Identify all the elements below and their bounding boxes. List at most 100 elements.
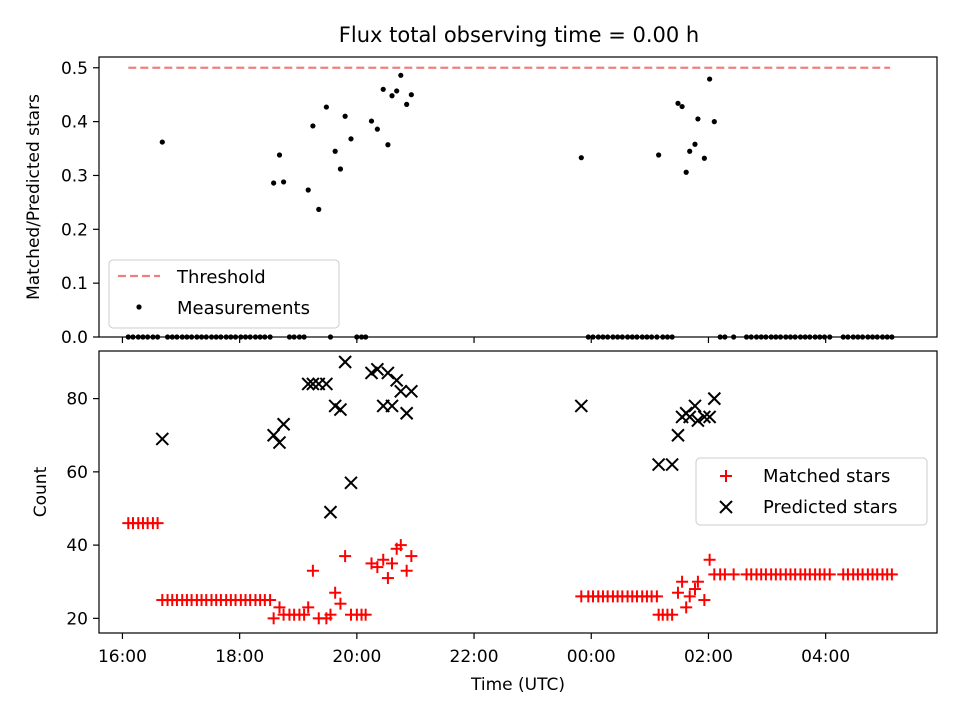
bottom-y-tick-label: 20 bbox=[66, 609, 88, 629]
x-tick-label: 22:00 bbox=[450, 647, 499, 667]
x-tick-label: 00:00 bbox=[567, 647, 616, 667]
measurement-point bbox=[675, 100, 681, 106]
measurement-point bbox=[408, 92, 414, 98]
predicted-star-point bbox=[707, 391, 722, 406]
x-tick-label: 16:00 bbox=[98, 647, 147, 667]
measurement-point bbox=[368, 118, 375, 124]
x-tick-label: 04:00 bbox=[801, 647, 850, 667]
matched-star-point bbox=[650, 590, 663, 603]
legend-predicted-label: Predicted stars bbox=[763, 497, 897, 518]
top-y-tick-label: 0.4 bbox=[61, 113, 88, 133]
matched-star-point bbox=[329, 586, 342, 599]
bottom-legend-frame bbox=[695, 457, 928, 526]
top-panel: 0.0 0.1 0.2 0.3 0.4 0.5 Matched/Predicted sta… bbox=[24, 56, 938, 348]
measurement-point bbox=[310, 123, 316, 129]
matched-star-point bbox=[306, 564, 319, 577]
matched-star-point bbox=[339, 550, 352, 563]
top-y-tick-label: 0.1 bbox=[61, 274, 88, 294]
matched-star-point bbox=[273, 601, 286, 614]
top-legend-frame bbox=[108, 259, 340, 329]
measurement-point bbox=[711, 119, 717, 125]
matched-star-point bbox=[727, 568, 740, 581]
legend-predicted-swatch bbox=[719, 500, 733, 514]
matched-star-point bbox=[371, 561, 384, 574]
bottom-y-tick-label: 40 bbox=[66, 536, 88, 556]
top-y-tick-label: 0.3 bbox=[61, 166, 88, 186]
predicted-star-point bbox=[651, 457, 666, 472]
measurement-point bbox=[374, 126, 380, 132]
matched-star-point bbox=[680, 601, 693, 614]
x-tick-label: 02:00 bbox=[684, 647, 733, 667]
predicted-star-point bbox=[370, 362, 385, 377]
predicted-star-point bbox=[385, 399, 399, 413]
matched-star-point bbox=[703, 553, 716, 566]
matched-star-point bbox=[405, 550, 418, 563]
measurement-point bbox=[695, 116, 701, 122]
bottom-marks-layer bbox=[122, 355, 898, 625]
x-axis-label: Time (UTC) bbox=[470, 675, 565, 695]
predicted-star-point bbox=[338, 355, 352, 369]
measurement-point bbox=[276, 152, 283, 158]
bottom-panel: 20 40 60 80 16:00 18:00 20:00 22:00 00:00 02:00 0… bbox=[31, 350, 938, 695]
matched-star-point bbox=[823, 568, 836, 581]
matched-star-point bbox=[377, 553, 390, 566]
predicted-star-point bbox=[272, 435, 287, 450]
legend-measurements-swatch bbox=[136, 304, 142, 310]
matched-star-point bbox=[386, 557, 399, 570]
bottom-y-axis: 20 40 60 80 bbox=[66, 390, 99, 629]
measurement-point bbox=[707, 76, 713, 82]
measurement-point bbox=[656, 152, 662, 158]
matched-star-point bbox=[359, 608, 372, 621]
matched-star-point bbox=[298, 608, 311, 621]
measurement-point bbox=[337, 166, 344, 172]
matched-star-point bbox=[688, 583, 701, 596]
matched-star-point bbox=[334, 597, 347, 610]
predicted-star-point bbox=[344, 476, 358, 490]
matched-star-point bbox=[698, 594, 711, 607]
measurement-point bbox=[280, 179, 287, 185]
measurement-point bbox=[342, 113, 348, 119]
measurement-point bbox=[398, 72, 404, 78]
top-legend: Threshold Measurements bbox=[108, 259, 340, 329]
matched-star-point bbox=[683, 590, 696, 603]
measurement-point bbox=[394, 88, 400, 94]
measurement-point bbox=[687, 148, 693, 154]
bottom-x-axis: 16:00 18:00 20:00 22:00 00:00 02:00 04:00 bbox=[98, 633, 850, 667]
top-marks-layer bbox=[125, 72, 895, 340]
matched-star-point bbox=[666, 608, 679, 621]
measurement-point bbox=[332, 148, 338, 154]
measurement-point bbox=[404, 101, 410, 107]
matched-star-point bbox=[264, 594, 277, 607]
matched-star-point bbox=[394, 539, 407, 552]
legend-threshold-label: Threshold bbox=[176, 267, 266, 288]
predicted-star-point bbox=[155, 432, 169, 446]
predicted-star-point bbox=[389, 373, 404, 388]
predicted-star-point bbox=[671, 428, 685, 442]
predicted-star-point bbox=[702, 410, 717, 424]
measurement-point bbox=[578, 155, 584, 161]
predicted-star-point bbox=[323, 505, 338, 519]
measurement-point bbox=[305, 187, 311, 193]
predicted-star-point bbox=[665, 457, 679, 472]
matched-star-point bbox=[151, 517, 164, 530]
predicted-star-point bbox=[399, 406, 414, 420]
predicted-star-point bbox=[404, 384, 419, 398]
measurement-point bbox=[380, 86, 386, 92]
measurement-point bbox=[692, 141, 698, 147]
x-tick-label: 18:00 bbox=[215, 647, 264, 667]
predicted-star-point bbox=[394, 384, 408, 398]
measurement-point bbox=[683, 169, 689, 175]
top-y-axis-label: Matched/Predicted stars bbox=[24, 94, 44, 300]
predicted-star-point bbox=[697, 410, 712, 424]
measurement-point bbox=[389, 93, 395, 99]
measurement-point bbox=[385, 142, 391, 148]
predicted-star-point bbox=[301, 377, 315, 391]
measurement-point bbox=[271, 180, 277, 186]
top-y-axis: 0.0 0.1 0.2 0.3 0.4 0.5 bbox=[61, 59, 99, 348]
matched-star-point bbox=[324, 608, 337, 621]
measurement-point bbox=[159, 139, 165, 145]
top-y-tick-label: 0.0 bbox=[61, 328, 88, 348]
top-plot-frame bbox=[98, 56, 938, 338]
legend-measurements-label: Measurements bbox=[177, 298, 310, 319]
